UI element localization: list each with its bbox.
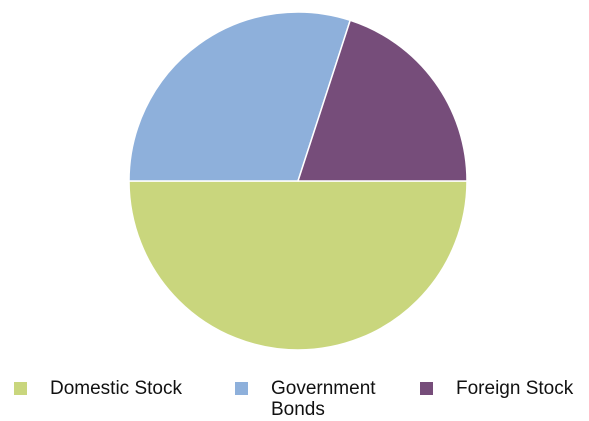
- legend-swatch-domestic-stock: [14, 382, 27, 395]
- pie-slice-domestic-stock: [128, 180, 468, 351]
- pie-slice-government-bonds: [128, 11, 351, 182]
- legend-label-government-bonds: Government Bonds: [271, 378, 376, 420]
- pie-slice-foreign-stock: [297, 19, 468, 182]
- legend-swatch-government-bonds: [235, 382, 248, 395]
- legend-label-foreign-stock: Foreign Stock: [456, 378, 574, 399]
- legend-swatch-foreign-stock: [420, 382, 433, 395]
- legend-label-domestic-stock: Domestic Stock: [50, 378, 182, 399]
